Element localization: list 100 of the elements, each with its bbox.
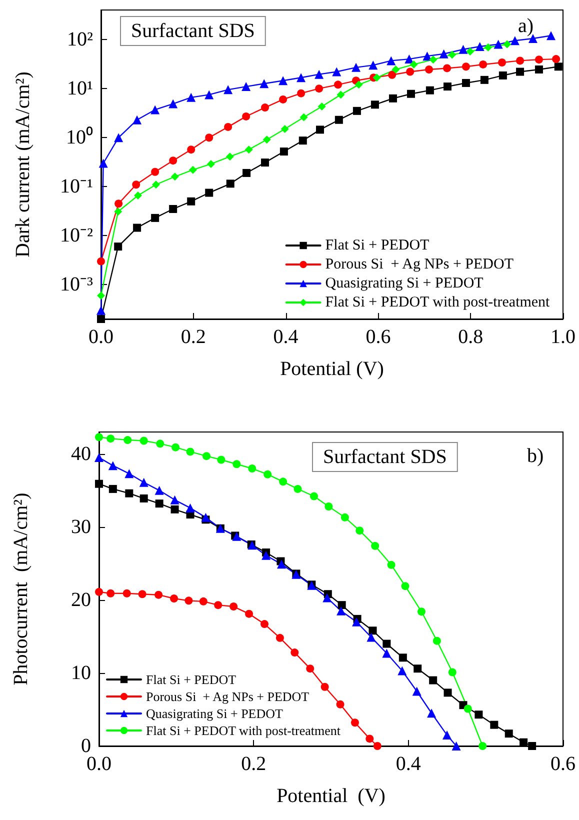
point — [354, 80, 363, 89]
annotation: b) — [527, 445, 544, 467]
point — [458, 44, 468, 54]
point — [106, 589, 115, 598]
point — [479, 60, 488, 68]
point — [155, 500, 164, 508]
point — [432, 636, 441, 645]
point — [534, 65, 543, 74]
point — [462, 78, 470, 87]
point — [407, 90, 415, 98]
point — [97, 257, 105, 266]
point — [260, 620, 268, 628]
point — [410, 60, 418, 68]
point — [474, 710, 483, 719]
legend-label: Flat Si + PEDOT with post-treatment — [146, 723, 341, 738]
point — [332, 67, 342, 76]
point — [368, 626, 377, 635]
point — [388, 94, 397, 102]
point — [278, 76, 288, 86]
point — [314, 70, 324, 79]
point — [201, 512, 210, 522]
point — [125, 489, 134, 498]
point — [322, 593, 332, 602]
y-tick-label: 10⁰ — [66, 126, 93, 149]
point — [318, 102, 326, 111]
legend-label: Porous Si + Ag NPs + PEDOT — [146, 689, 310, 704]
point — [114, 242, 122, 251]
point — [386, 56, 396, 66]
x-axis-title: Potential (V) — [276, 785, 386, 807]
point — [132, 115, 142, 124]
point — [224, 85, 233, 94]
point — [279, 95, 288, 104]
point — [152, 180, 160, 189]
point — [406, 68, 414, 76]
point — [352, 106, 361, 115]
point — [426, 86, 434, 94]
point — [296, 73, 306, 82]
legend-label: Quasigrating Si + PEDOT — [146, 706, 284, 721]
point — [114, 200, 123, 208]
point — [373, 742, 382, 750]
y-tick-label: 10⁻¹ — [60, 176, 93, 198]
point — [442, 730, 452, 740]
point — [134, 191, 142, 200]
point — [448, 668, 456, 676]
point — [95, 480, 103, 488]
point — [382, 648, 392, 658]
annotation: Surfactant SDS — [131, 20, 255, 42]
point — [187, 197, 196, 206]
point — [503, 40, 512, 48]
point — [448, 50, 456, 59]
x-tick-label: 0.8 — [458, 326, 484, 348]
legend-label: Flat Si + PEDOT — [325, 238, 430, 254]
point — [106, 434, 115, 443]
point — [392, 65, 400, 74]
point — [443, 64, 452, 72]
point — [366, 734, 374, 743]
point — [404, 54, 414, 64]
point — [95, 588, 103, 596]
point — [370, 100, 379, 109]
point — [224, 122, 232, 131]
point — [205, 188, 214, 197]
point — [248, 464, 256, 473]
point — [186, 448, 194, 456]
point — [264, 470, 272, 478]
point — [139, 478, 148, 487]
point — [280, 148, 288, 156]
point — [277, 560, 286, 569]
point — [444, 688, 452, 697]
point — [398, 654, 407, 662]
point — [478, 742, 487, 750]
point — [217, 456, 226, 464]
point — [170, 505, 179, 514]
point — [429, 676, 438, 684]
x-tick-label: 0.2 — [241, 753, 266, 775]
x-axis-title: Potential (V) — [280, 358, 384, 380]
point — [334, 80, 342, 89]
y-tick-label: 40 — [71, 442, 91, 465]
point — [498, 58, 506, 66]
point — [425, 65, 434, 74]
y-tick-label: 10 — [71, 662, 91, 684]
point — [417, 608, 426, 616]
legend-label: Porous Si + Ag NPs + PEDOT — [325, 256, 514, 272]
y-tick-label: 30 — [71, 516, 91, 538]
point — [204, 90, 214, 100]
point — [414, 664, 422, 673]
point — [226, 152, 234, 161]
point — [462, 62, 470, 71]
point — [516, 68, 524, 76]
point — [169, 156, 178, 165]
point — [186, 92, 196, 102]
point — [382, 640, 391, 648]
point — [480, 76, 488, 84]
point — [324, 502, 333, 510]
point — [300, 113, 308, 122]
point — [114, 208, 122, 216]
point — [336, 606, 346, 616]
point — [261, 104, 270, 112]
point — [168, 99, 178, 108]
point — [401, 582, 410, 590]
point — [356, 526, 364, 535]
